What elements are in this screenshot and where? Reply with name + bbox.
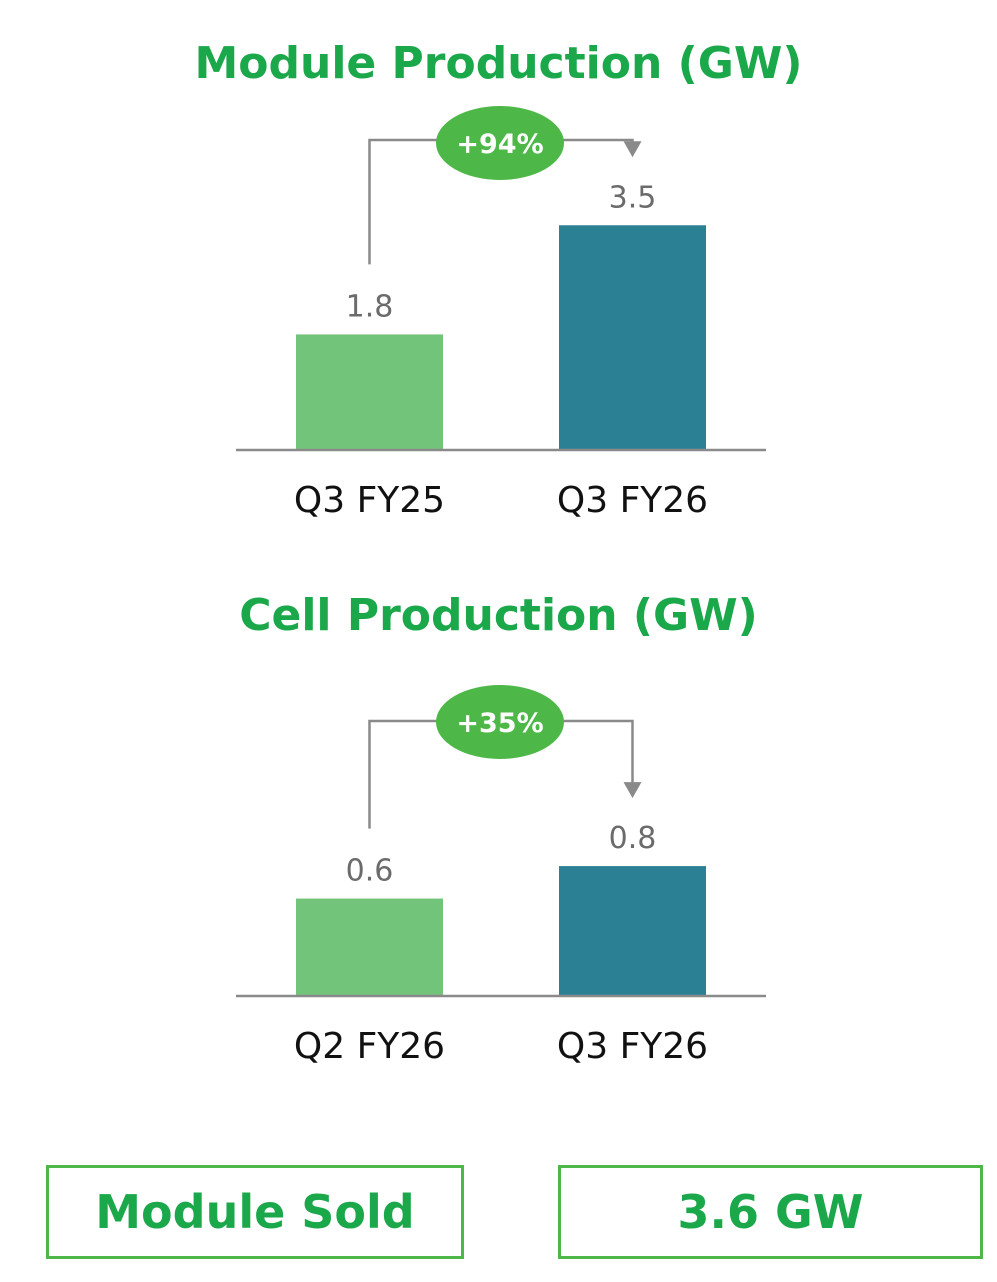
module-sold-label: Module Sold — [95, 1185, 415, 1239]
chart-2-category-label-1: Q2 FY26 — [294, 1026, 445, 1067]
chart-1-growth-label: +94% — [456, 129, 543, 160]
chart-1-growth-badge — [436, 106, 564, 180]
chart-1-category-label-2: Q3 FY26 — [557, 480, 708, 521]
chart-1-value-label-2: 3.5 — [609, 180, 657, 215]
chart-2-growth-badge — [436, 685, 564, 759]
chart-1-arrow-down-icon — [623, 141, 642, 158]
module-sold-label-box: Module Sold — [46, 1165, 464, 1259]
chart-1-category-label-1: Q3 FY25 — [294, 480, 445, 521]
chart-1-title: Module Production (GW) — [194, 38, 802, 89]
chart-1-bar-1 — [296, 334, 443, 450]
chart-2-value-label-1: 0.6 — [346, 854, 394, 889]
module-sold-value-box: 3.6 GW — [558, 1165, 983, 1259]
chart-2-growth-label: +35% — [456, 708, 543, 739]
chart-1-value-label-1: 1.8 — [346, 289, 394, 324]
module-sold-value: 3.6 GW — [677, 1185, 864, 1239]
chart-2-arrow-down-icon — [623, 782, 642, 799]
chart-2-bar-2 — [559, 866, 706, 996]
chart-2-category-label-2: Q3 FY26 — [557, 1026, 708, 1067]
chart-1-bar-2 — [559, 225, 706, 450]
chart-2-value-label-2: 0.8 — [609, 821, 657, 856]
chart-2-bar-1 — [296, 898, 443, 996]
chart-2-title: Cell Production (GW) — [239, 590, 758, 641]
